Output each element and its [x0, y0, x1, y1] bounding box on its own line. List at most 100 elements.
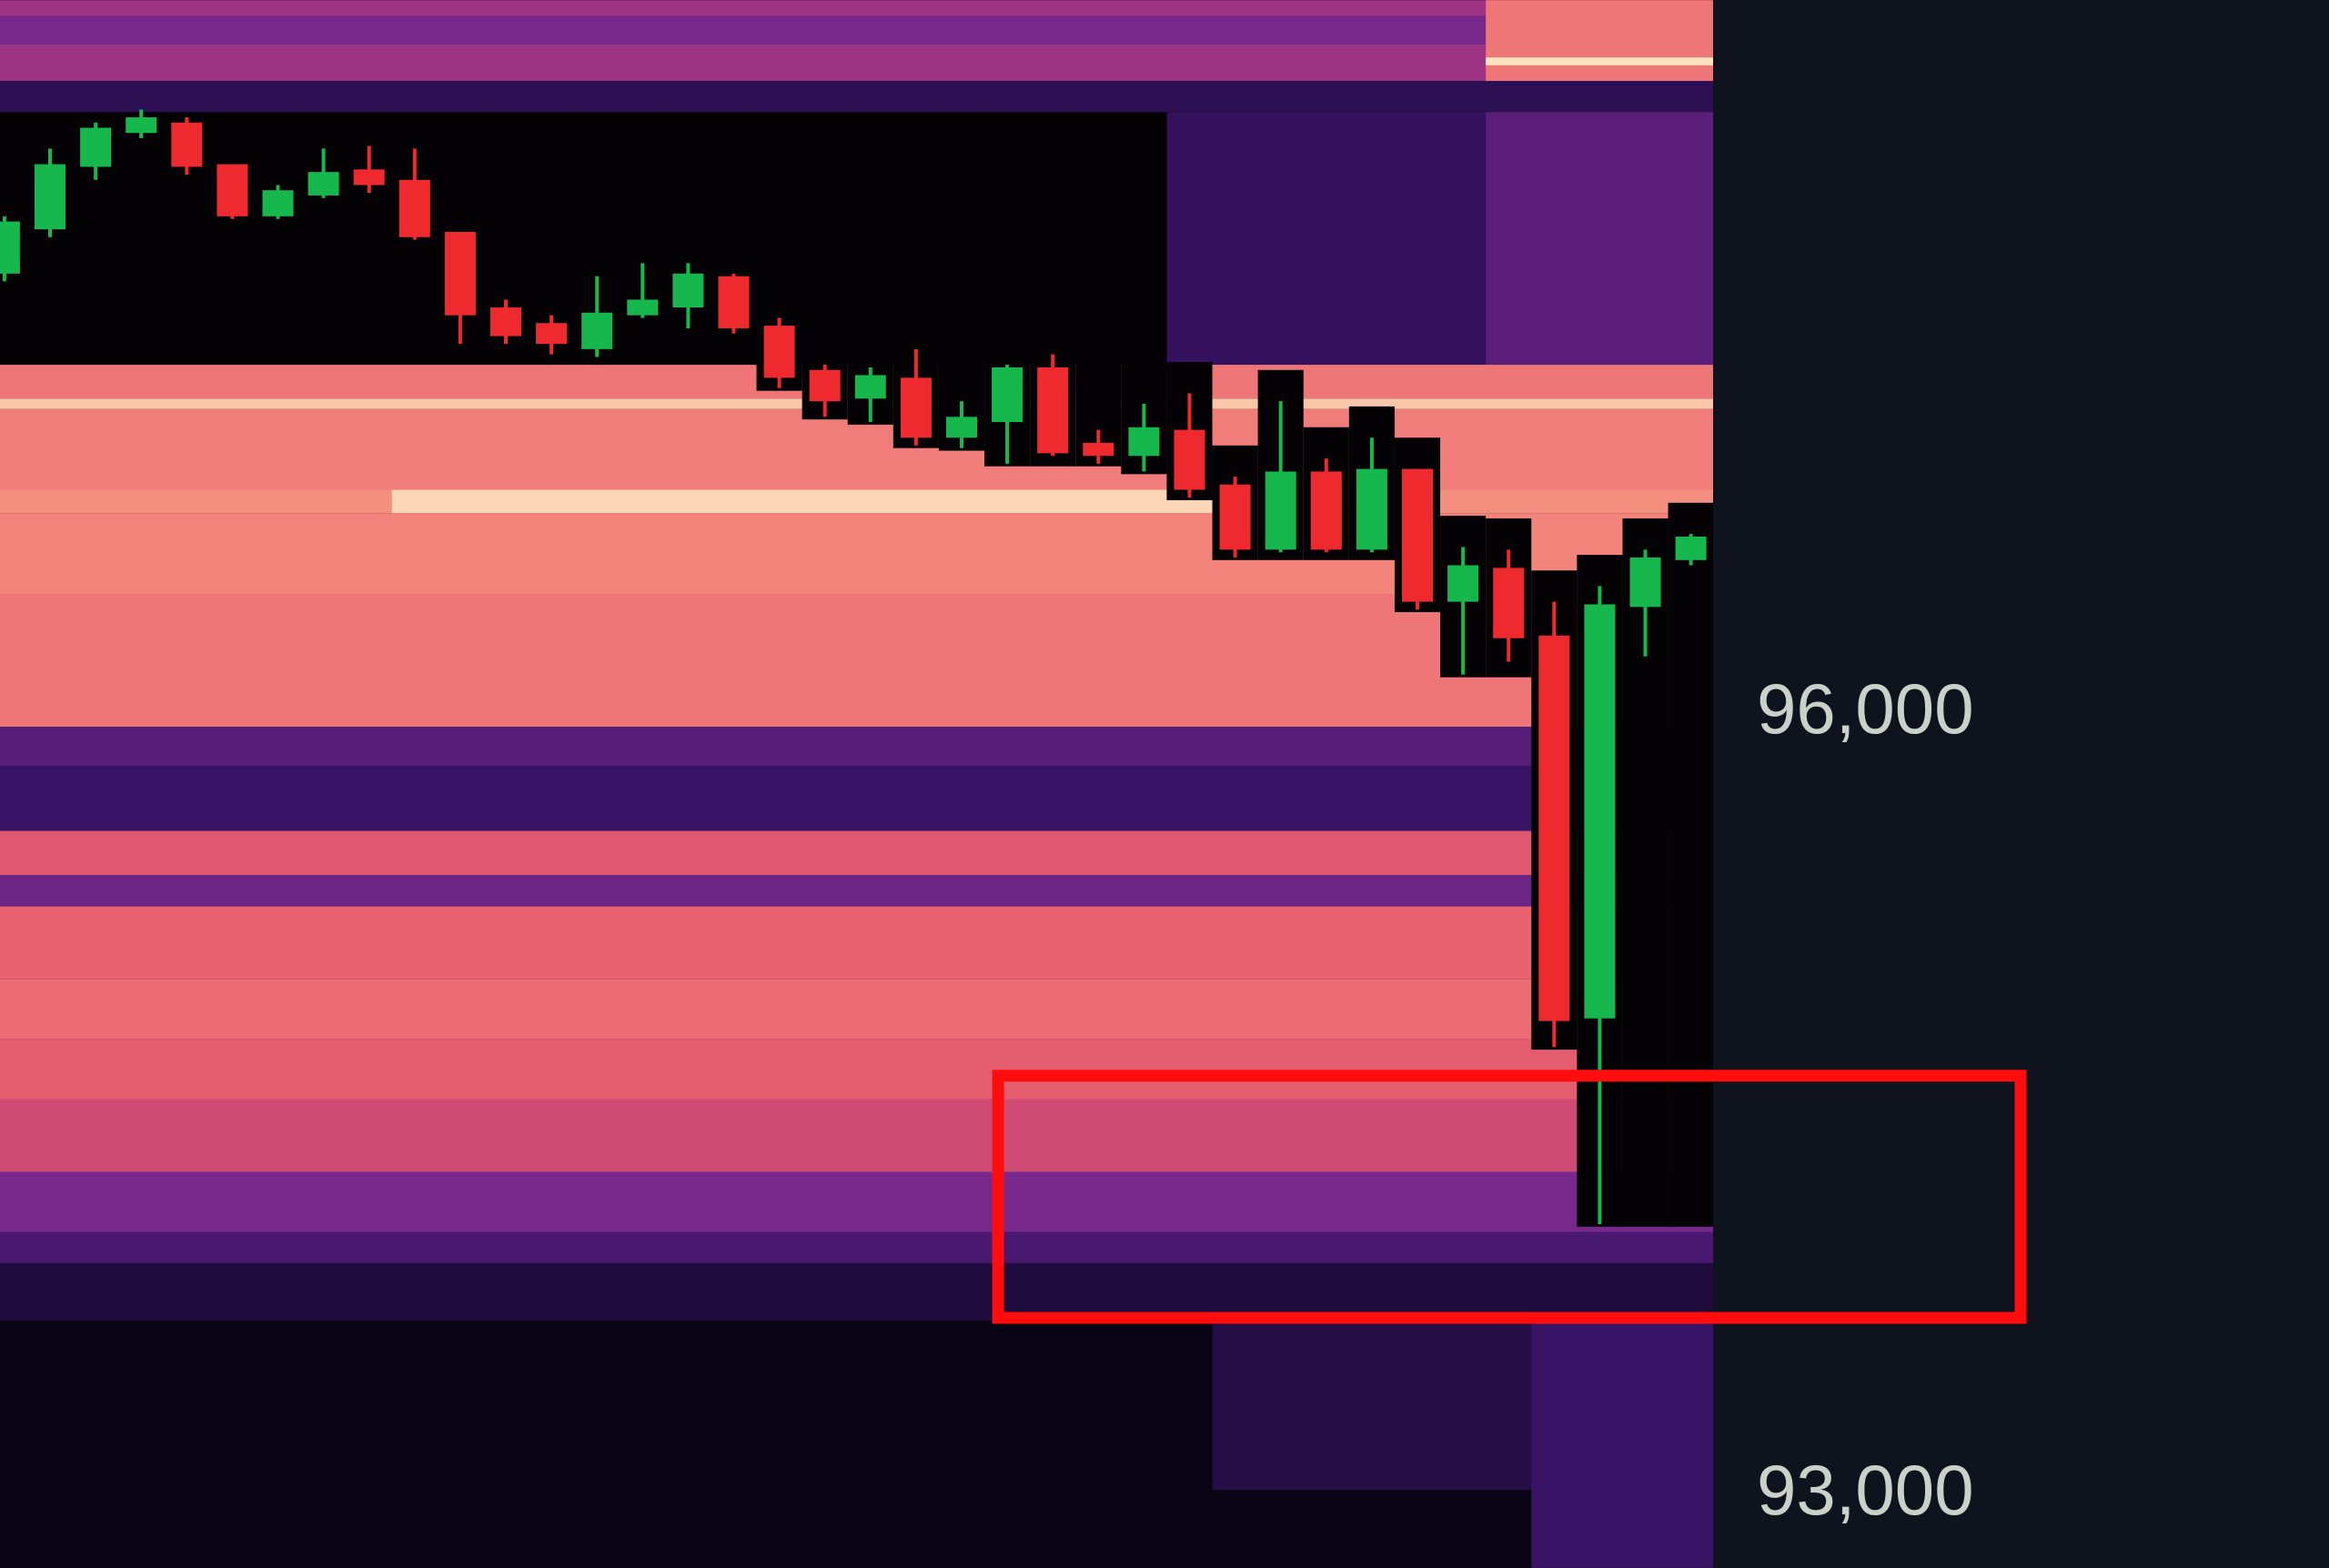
candle-body [809, 369, 841, 402]
candle-down [490, 299, 521, 345]
cleared-zone [938, 112, 985, 451]
candle-body [992, 367, 1023, 423]
candle-body [1675, 537, 1707, 560]
candle-down [353, 146, 385, 194]
candle-down [1174, 393, 1205, 498]
candle-body [1174, 429, 1205, 490]
candle-down [217, 164, 248, 219]
candle-up [80, 122, 112, 180]
heatmap-band [1486, 57, 1713, 65]
candle-body [946, 417, 977, 438]
candle-up [627, 263, 659, 318]
candle-up [672, 263, 704, 328]
candle-body [1128, 427, 1160, 457]
candle-body [1447, 565, 1479, 602]
candle-up [1356, 437, 1387, 553]
highlight-box [992, 1070, 2027, 1324]
heatmap-band [0, 1231, 1713, 1263]
candle-body [1265, 471, 1296, 550]
price-tick-label: 93,000 [1757, 1450, 1974, 1530]
candle-body [1037, 367, 1069, 454]
candle-body [308, 172, 339, 196]
candle-body [1310, 471, 1342, 550]
candle-down [398, 148, 430, 240]
heatmap-band [0, 906, 1713, 980]
candle-down [171, 117, 203, 176]
candle-up [35, 148, 66, 237]
candle-down [900, 348, 932, 446]
candle-up [1629, 549, 1661, 657]
candle-body [1493, 568, 1525, 638]
cleared-zone [118, 112, 165, 366]
candle-body [1356, 468, 1387, 550]
cleared-zone [1668, 502, 1713, 1227]
candle-body [1538, 635, 1570, 1021]
heatmap-band [1166, 112, 1487, 366]
candle-down [1402, 468, 1433, 610]
candle-body [1402, 468, 1433, 602]
candle-body [262, 190, 294, 216]
candle-body [1629, 557, 1661, 608]
heatmap-band [0, 80, 1713, 113]
heatmap-band [0, 830, 1713, 876]
heatmap-band [1486, 112, 1713, 366]
candle-body [627, 299, 659, 316]
plot-area [0, 0, 1713, 1568]
candle-up [0, 216, 20, 282]
candle-down [444, 232, 476, 345]
heatmap-band [0, 875, 1713, 907]
candle-body [1083, 442, 1114, 457]
cleared-zone [209, 112, 256, 366]
candle-body [718, 276, 750, 328]
candle-body [854, 375, 886, 399]
candle-up [581, 276, 613, 357]
candle-up [992, 365, 1023, 464]
candle-up [262, 185, 294, 219]
heatmap-band [0, 15, 1713, 45]
candle-down [1538, 601, 1570, 1048]
candle-body [1584, 604, 1616, 1019]
candle-body [490, 307, 521, 337]
candle-up [1584, 586, 1616, 1224]
candle-down [1037, 354, 1069, 457]
candle-up [126, 109, 157, 138]
candle-up [946, 401, 977, 448]
candle-body [35, 164, 66, 230]
candle-body [581, 312, 613, 349]
heatmap-band [0, 1039, 1713, 1100]
candle-up [308, 148, 339, 198]
cleared-zone [255, 112, 301, 366]
heatmap-band [0, 1099, 1713, 1172]
heatmap-band [1486, 0, 1713, 84]
candle-body [398, 179, 430, 237]
candle-down [1493, 549, 1525, 662]
candle-body [444, 232, 476, 316]
candle-down [763, 317, 795, 388]
cleared-zone [1075, 112, 1122, 467]
price-axis: 96,000 93,000 [1757, 668, 1974, 1530]
candle-body [900, 377, 932, 438]
candle-down [1310, 458, 1342, 553]
candle-body [171, 122, 203, 167]
heatmap-band [0, 727, 1713, 766]
heatmap-band [0, 594, 1713, 728]
candle-body [672, 273, 704, 308]
candle-up [1447, 547, 1479, 675]
candle-up [854, 367, 886, 423]
candle-body [0, 221, 20, 274]
candle-up [1265, 401, 1296, 553]
heatmap-band [391, 489, 1213, 514]
candles-layer [0, 109, 1707, 1224]
heatmap-band [1531, 1320, 1713, 1568]
candle-up [1675, 534, 1707, 566]
candle-body [126, 117, 157, 134]
candle-body [763, 326, 795, 378]
heatmap-band [0, 1262, 1713, 1321]
price-axis-panel [1713, 0, 2329, 1568]
candle-body [536, 323, 568, 345]
candle-body [353, 169, 385, 186]
cleared-zone [620, 112, 666, 366]
heatmap-band [0, 1171, 1713, 1232]
candle-body [1219, 484, 1251, 550]
